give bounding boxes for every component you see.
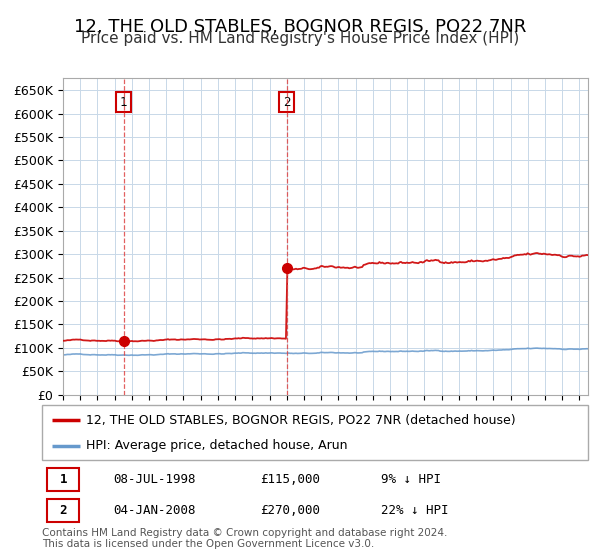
FancyBboxPatch shape (42, 405, 588, 460)
Text: 2: 2 (59, 503, 67, 517)
Text: 2: 2 (283, 96, 290, 109)
Text: 12, THE OLD STABLES, BOGNOR REGIS, PO22 7NR: 12, THE OLD STABLES, BOGNOR REGIS, PO22 … (74, 18, 526, 36)
Text: 22% ↓ HPI: 22% ↓ HPI (380, 503, 448, 517)
Text: 04-JAN-2008: 04-JAN-2008 (113, 503, 196, 517)
Text: Contains HM Land Registry data © Crown copyright and database right 2024.
This d: Contains HM Land Registry data © Crown c… (42, 528, 448, 549)
Text: Price paid vs. HM Land Registry's House Price Index (HPI): Price paid vs. HM Land Registry's House … (81, 31, 519, 46)
Text: 1: 1 (59, 473, 67, 487)
Text: HPI: Average price, detached house, Arun: HPI: Average price, detached house, Arun (86, 439, 347, 452)
Text: 1: 1 (120, 96, 127, 109)
Text: £270,000: £270,000 (260, 503, 320, 517)
Text: £115,000: £115,000 (260, 473, 320, 487)
Text: 12, THE OLD STABLES, BOGNOR REGIS, PO22 7NR (detached house): 12, THE OLD STABLES, BOGNOR REGIS, PO22 … (86, 414, 515, 427)
FancyBboxPatch shape (47, 469, 79, 492)
Text: 9% ↓ HPI: 9% ↓ HPI (380, 473, 440, 487)
FancyBboxPatch shape (47, 499, 79, 522)
Text: 08-JUL-1998: 08-JUL-1998 (113, 473, 196, 487)
